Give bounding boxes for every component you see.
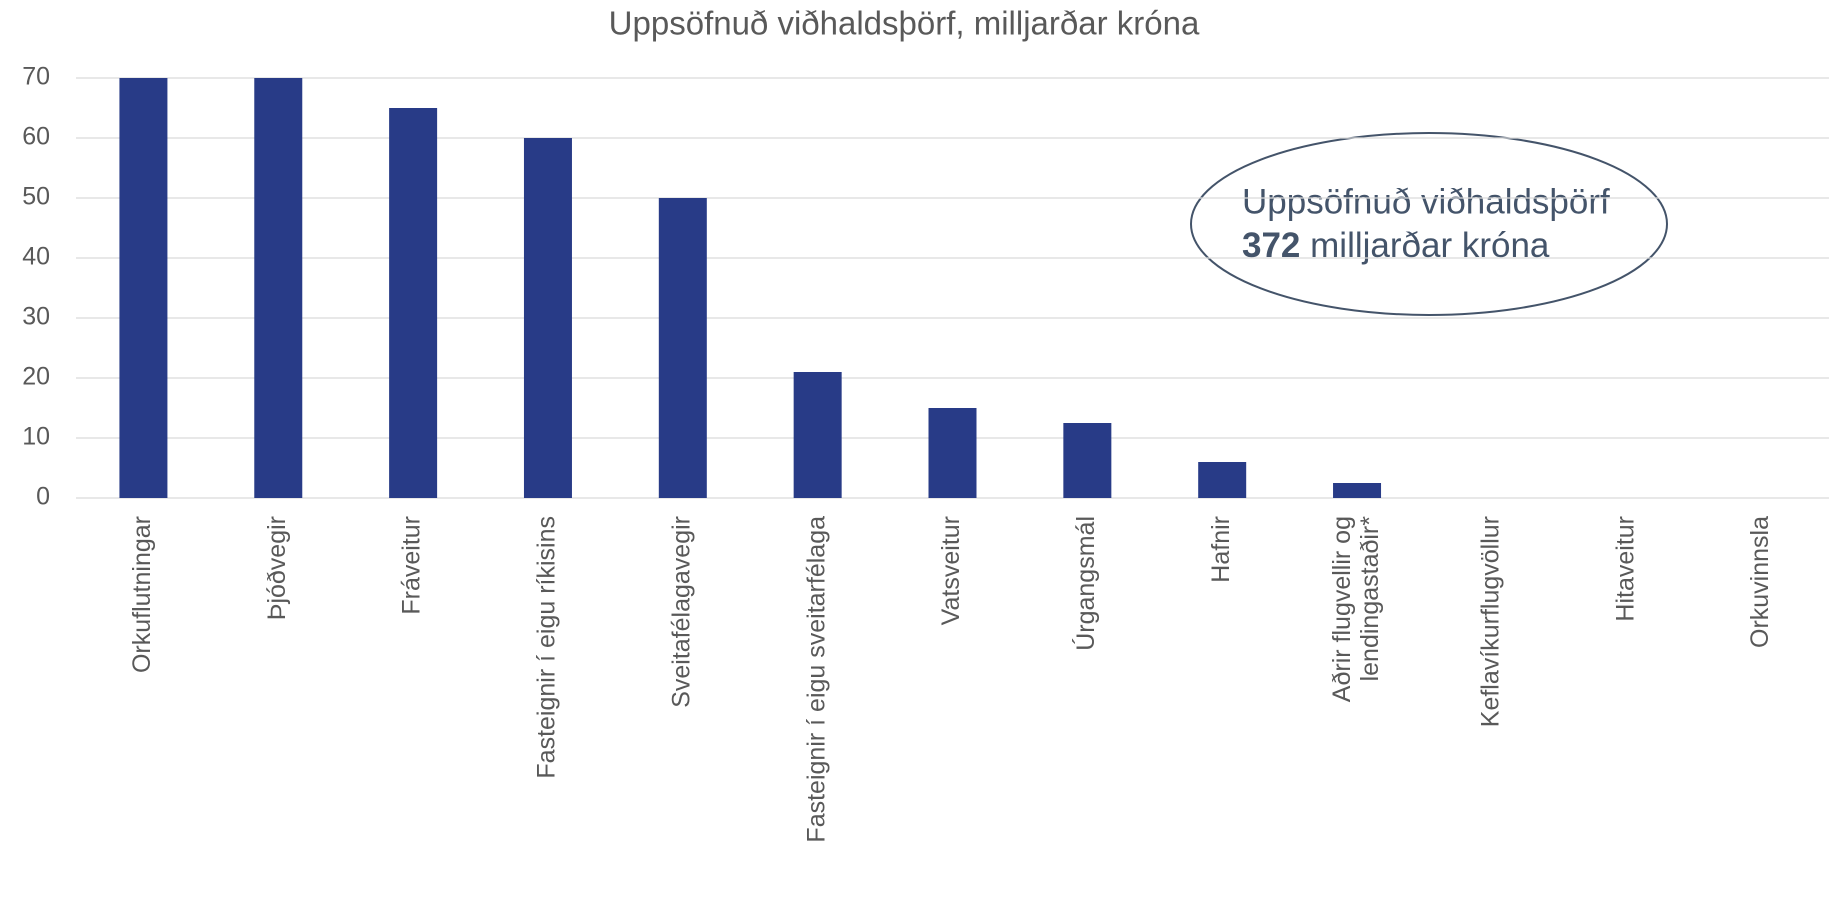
y-tick-label: 20: [22, 363, 50, 391]
chart-title: Uppsöfnuð viðhaldsþörf, milljarðar króna: [609, 5, 1200, 42]
bar: [523, 138, 572, 498]
annotation-title: Uppsöfnuð viðhaldsþörf: [1242, 182, 1610, 221]
annotation-unit: milljarðar króna: [1310, 226, 1550, 265]
x-tick-label-line: Aðrir flugvellir og: [1328, 516, 1356, 702]
y-tick-label: 70: [22, 63, 50, 91]
bar: [658, 198, 707, 498]
bar: [254, 78, 303, 498]
x-tick-label: Fasteignir í eigu sveitarfélaga: [802, 516, 830, 843]
x-tick-label: Orkuvinnsla: [1746, 516, 1774, 648]
x-tick-label: Aðrir flugvellir oglendingastaðir*: [1328, 516, 1384, 702]
x-tick-label: Vatsveitur: [937, 516, 965, 625]
bar: [1333, 483, 1382, 498]
x-tick-label: Fasteignir í eigu ríkisins: [533, 516, 561, 779]
bar: [389, 108, 438, 498]
y-tick-label: 60: [22, 123, 50, 151]
annotation-text: 372 milljarðar króna: [1242, 226, 1550, 265]
y-tick-label: 10: [22, 423, 50, 451]
bar: [1063, 423, 1112, 498]
x-tick-label: Orkuflutningar: [128, 516, 156, 673]
bar: [793, 372, 842, 498]
bar: [928, 408, 977, 498]
y-tick-label: 0: [36, 483, 50, 511]
x-tick-label: Úrgangsmál: [1071, 516, 1100, 651]
x-tick-label: Fráveitur: [398, 516, 426, 615]
bar: [1198, 462, 1247, 498]
x-tick-label-line: lendingastaðir*: [1356, 516, 1384, 682]
x-tick-label: Hafnir: [1207, 516, 1235, 583]
x-tick-label: Keflavíkurflugvöllur: [1476, 516, 1504, 727]
y-tick-label: 40: [22, 243, 50, 271]
y-tick-label: 30: [22, 303, 50, 331]
annotation-ellipse: [1190, 132, 1668, 316]
x-tick-label: Þjóðvegir: [263, 516, 291, 620]
bar: [119, 78, 168, 498]
x-tick-label: Sveitafélagavegir: [667, 516, 695, 708]
x-tick-label: Hitaveitur: [1611, 516, 1639, 622]
annotation-value: 372: [1242, 226, 1300, 265]
y-tick-label: 50: [22, 183, 50, 211]
